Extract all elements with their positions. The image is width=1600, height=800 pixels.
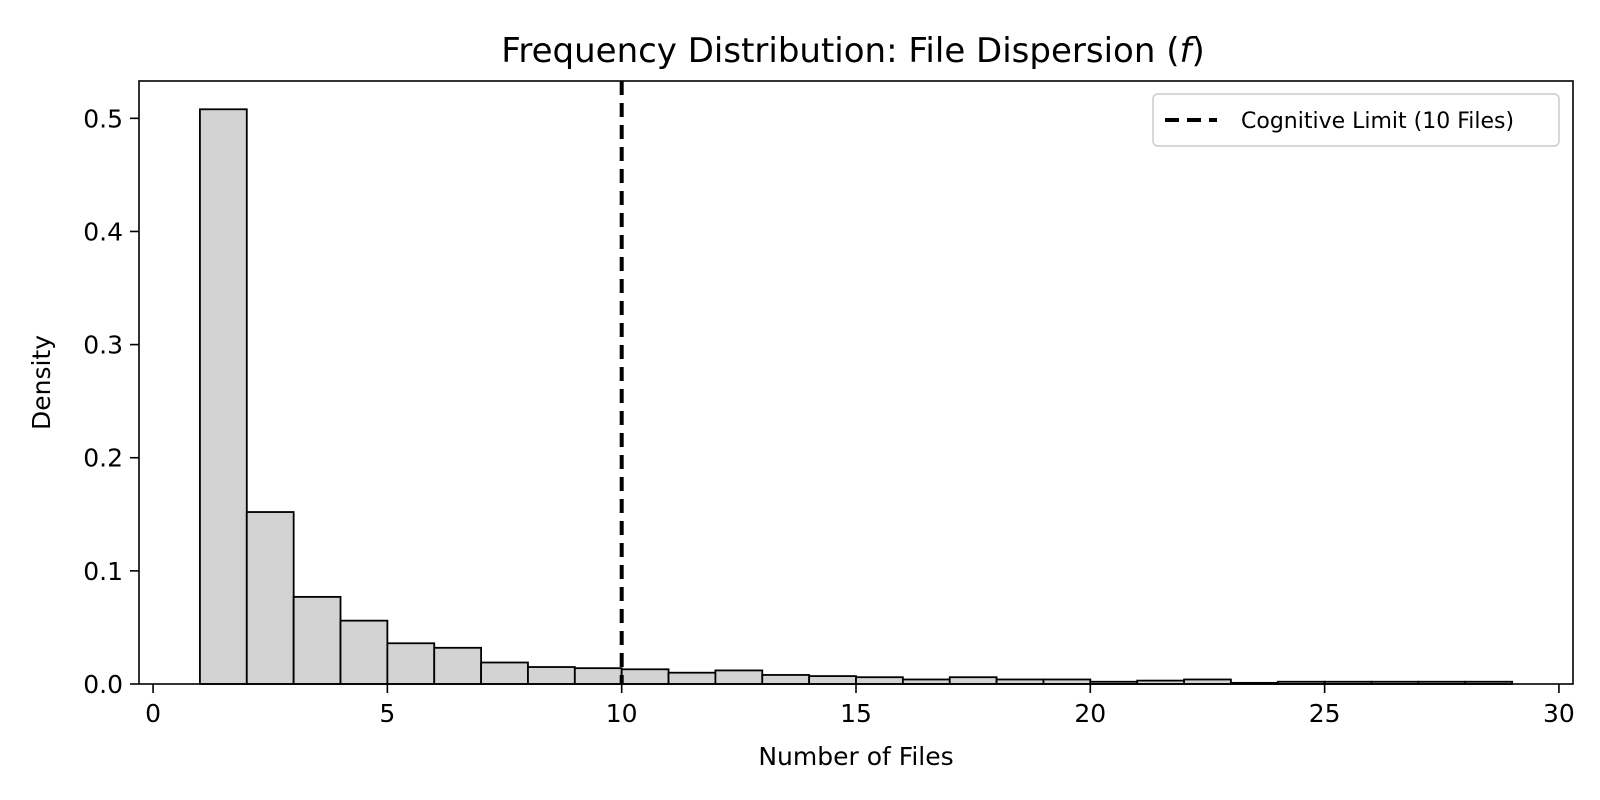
x-tick-label: 25 bbox=[1309, 699, 1341, 728]
y-axis-label: Density bbox=[27, 335, 56, 430]
histogram-bar bbox=[433, 646, 482, 685]
x-tick-label: 20 bbox=[1074, 699, 1106, 728]
histogram-bar bbox=[948, 676, 998, 685]
histogram-bars bbox=[199, 108, 1513, 685]
x-tick-label: 0 bbox=[145, 699, 161, 728]
y-tick-label: 0.3 bbox=[83, 331, 123, 360]
x-tick-label: 15 bbox=[840, 699, 872, 728]
histogram-bar bbox=[667, 671, 717, 685]
y-tick-label: 0.4 bbox=[83, 217, 123, 246]
histogram-bar bbox=[620, 668, 670, 685]
histogram-bar bbox=[386, 642, 436, 685]
histogram-bar bbox=[855, 676, 904, 685]
chart-title: Frequency Distribution: File Dispersion … bbox=[501, 31, 1204, 71]
chart-title-main: Frequency Distribution: File Dispersion … bbox=[501, 31, 1179, 71]
y-tick-label: 0.2 bbox=[83, 444, 123, 473]
legend-box bbox=[1152, 93, 1560, 147]
x-axis-ticks: 0 5 10 15 20 25 30 bbox=[145, 684, 1575, 728]
histogram-bar bbox=[527, 666, 576, 685]
legend: Cognitive Limit (10 Files) bbox=[1152, 93, 1560, 147]
y-axis-ticks: 0.0 0.1 0.2 0.3 0.4 0.5 bbox=[83, 104, 139, 699]
histogram-bar bbox=[480, 661, 529, 685]
histogram-bar bbox=[245, 511, 295, 685]
histogram-bar bbox=[761, 674, 811, 685]
y-tick-label: 0.1 bbox=[83, 557, 123, 586]
x-tick-label: 10 bbox=[606, 699, 638, 728]
x-tick-label: 5 bbox=[379, 699, 395, 728]
x-axis-label: Number of Files bbox=[758, 742, 953, 771]
y-tick-label: 0.0 bbox=[83, 670, 123, 699]
chart-title-end: ) bbox=[1191, 31, 1204, 71]
histogram-bar bbox=[573, 667, 623, 685]
plot-frame bbox=[138, 80, 1574, 685]
y-tick-label: 0.5 bbox=[83, 104, 123, 133]
x-tick-label: 30 bbox=[1543, 699, 1575, 728]
legend-label: Cognitive Limit (10 Files) bbox=[1241, 109, 1514, 134]
histogram-bar bbox=[714, 669, 764, 685]
histogram-bar bbox=[199, 108, 248, 685]
histogram-bar bbox=[808, 675, 857, 685]
histogram-bar bbox=[292, 595, 342, 685]
histogram-bar bbox=[339, 619, 389, 685]
